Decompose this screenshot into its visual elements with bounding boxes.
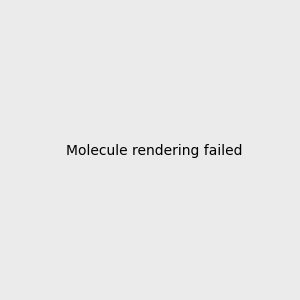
Text: Molecule rendering failed: Molecule rendering failed [65, 145, 242, 158]
